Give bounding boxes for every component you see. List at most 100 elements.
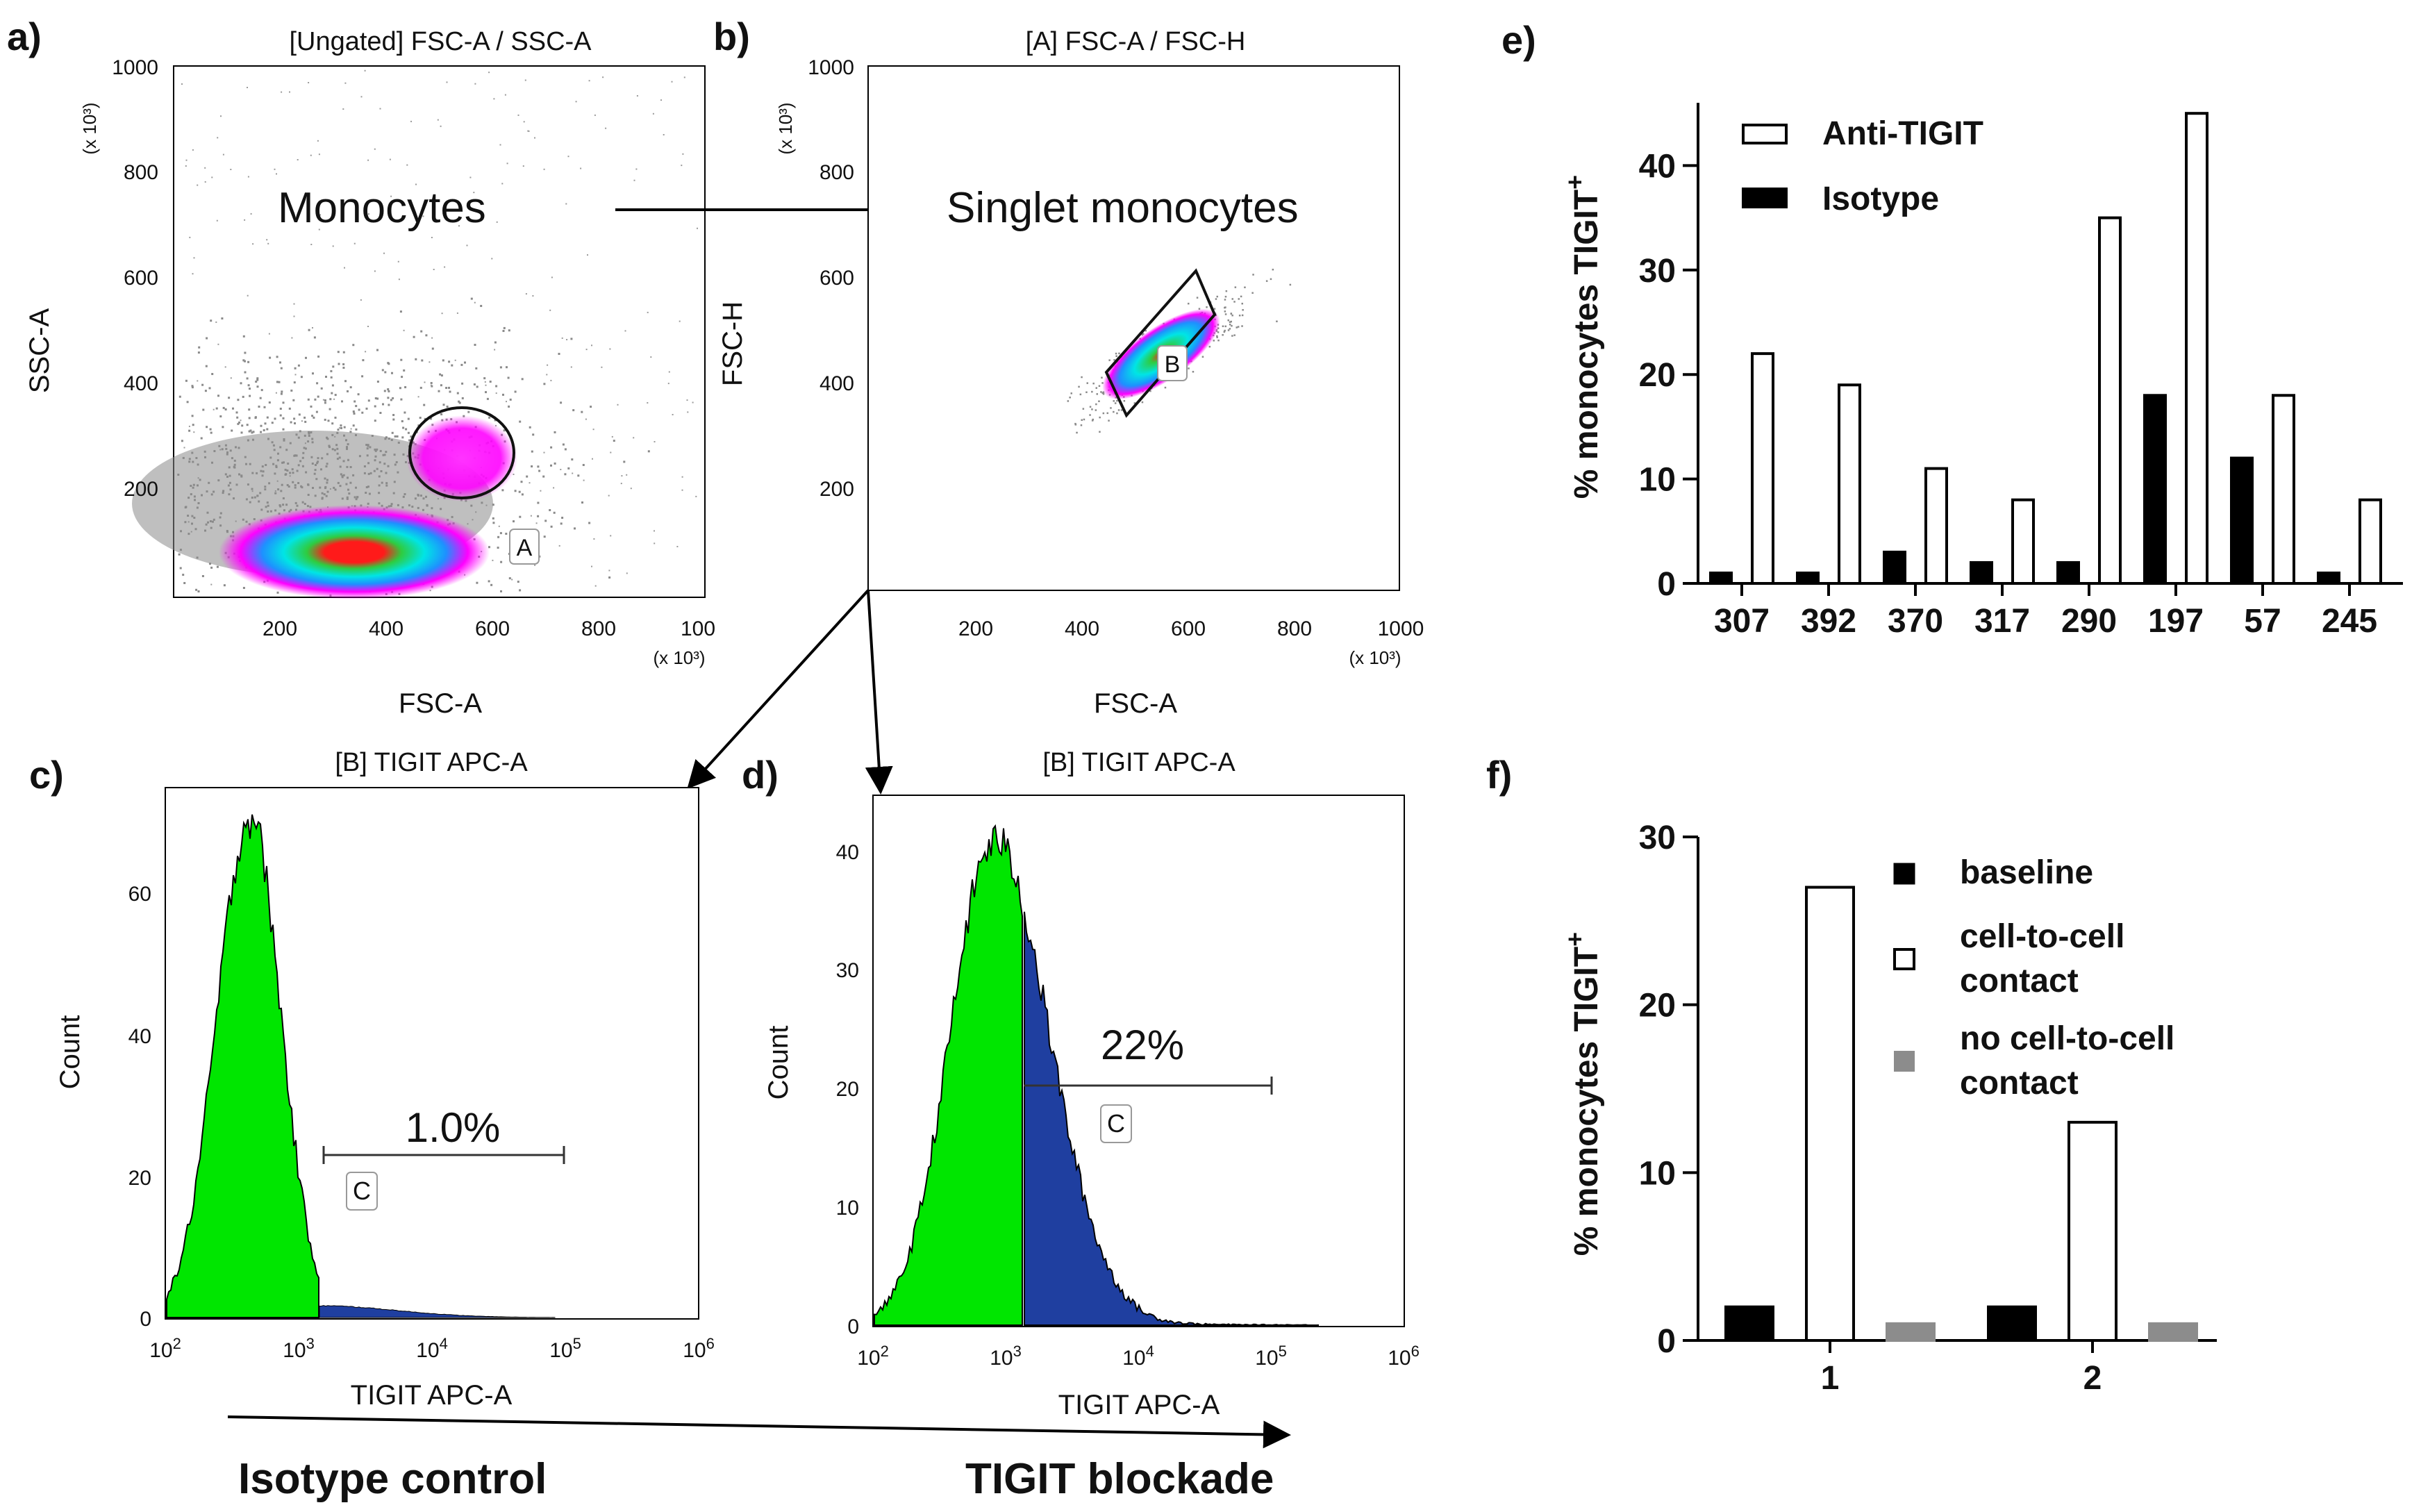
scatter-event [532, 295, 534, 297]
scatter-event [535, 522, 538, 524]
scatter-event [282, 417, 285, 419]
panel-f-ylabel-main: % monocytes TIGIT [1568, 947, 1605, 1256]
panel-c: c) [B] TIGIT APC-A 1.0% C 0 20 40 60 102… [29, 748, 715, 1411]
scatter-event [543, 383, 546, 385]
scatter-event [282, 401, 285, 404]
scatter-event [1252, 274, 1254, 276]
legend-label-baseline: baseline [1960, 854, 2093, 891]
scatter-event [581, 410, 583, 413]
panel-d-y-tick: 10 [836, 1197, 859, 1220]
scatter-event [1079, 393, 1082, 396]
x-tick-label: 57 [2244, 603, 2281, 640]
scatter-event [1092, 418, 1094, 421]
scatter-event [553, 487, 555, 489]
scatter-event [1222, 334, 1224, 336]
scatter-event [240, 419, 242, 422]
scatter-event [571, 458, 574, 460]
scatter-event [362, 359, 365, 362]
scatter-event [560, 401, 563, 404]
scatter-event [1092, 382, 1095, 385]
scatter-event [522, 165, 524, 167]
scatter-event [542, 475, 545, 478]
scatter-event [521, 493, 524, 496]
scatter-event [192, 149, 194, 151]
scatter-event [208, 387, 211, 390]
scatter-event [508, 577, 511, 580]
scatter-event [1120, 409, 1123, 411]
panel-c-title: [B] TIGIT APC-A [335, 748, 528, 777]
panel-b-letter: b) [713, 15, 750, 58]
panel-c-x-tick-exp: 5 [573, 1335, 581, 1352]
scatter-event [492, 559, 494, 561]
scatter-event [297, 159, 299, 160]
scatter-event [191, 415, 194, 417]
y-tick-label: 10 [1639, 1155, 1676, 1192]
scatter-event [519, 420, 522, 423]
panel-e-xlabels: 307 392 370 317 290 197 57 245 [1714, 583, 2377, 640]
scatter-event [252, 431, 255, 433]
scatter-event [672, 414, 674, 415]
scatter-event [497, 547, 499, 549]
panel-b-x-tick: 200 [958, 617, 993, 640]
scatter-event [1116, 399, 1118, 402]
panel-b-y-tick: 600 [820, 267, 854, 290]
scatter-event [247, 87, 248, 88]
scatter-event [360, 299, 362, 301]
scatter-event [266, 239, 268, 241]
scatter-event [1231, 298, 1233, 300]
panel-b-x-tick: 400 [1065, 617, 1099, 640]
scatter-event [1244, 286, 1246, 288]
scatter-event [501, 489, 504, 492]
panel-a-y-scale: (x 10³) [79, 102, 100, 154]
scatter-event [1083, 418, 1085, 421]
legend-label-contact-line1: cell-to-cell [1960, 918, 2124, 955]
scatter-event [488, 580, 490, 583]
scatter-event [695, 495, 697, 497]
panel-c-gate-box [346, 1172, 378, 1211]
scatter-event [1110, 407, 1112, 409]
panel-c-histogram-tail [319, 1305, 556, 1318]
scatter-event [554, 462, 556, 465]
scatter-event [514, 490, 517, 492]
scatter-event [1086, 382, 1088, 384]
scatter-event [1231, 335, 1233, 337]
scatter-event [667, 383, 669, 385]
bar-isotype-317 [1970, 560, 1993, 585]
scatter-event [429, 361, 431, 363]
scatter-event [530, 515, 532, 517]
scatter-event [440, 125, 442, 127]
scatter-event [1113, 410, 1115, 413]
gate-b-box [1157, 345, 1188, 381]
scatter-event [374, 405, 376, 408]
scatter-event [440, 413, 443, 415]
arrow-singlets-to-isotype [687, 589, 870, 789]
monocyte-gate [408, 406, 515, 499]
scatter-event [500, 590, 502, 592]
panel-d-ylabel: Count [763, 1026, 794, 1100]
bar-isotype-370 [1883, 550, 1906, 585]
panel-b-y-tick: 400 [820, 372, 854, 395]
panel-b-y-scale: (x 10³) [775, 102, 796, 154]
scatter-event [1230, 313, 1233, 315]
scatter-event [505, 533, 508, 535]
scatter-event [1099, 431, 1101, 433]
scatter-event [276, 173, 277, 175]
scatter-event [392, 418, 395, 421]
scatter-event [474, 344, 476, 346]
scatter-event [605, 127, 607, 129]
scatter-event [506, 163, 508, 165]
scatter-event [449, 390, 451, 393]
scatter-event [352, 344, 355, 347]
scatter-event [294, 367, 297, 369]
scatter-event [467, 410, 470, 413]
scatter-event [1085, 391, 1088, 393]
scatter-event [297, 364, 300, 367]
scatter-event [1241, 302, 1243, 305]
panel-d-x-tick-base: 10 [1388, 1347, 1411, 1370]
scatter-event [1216, 336, 1218, 338]
tigit-blockade-label: TIGIT blockade [965, 1455, 1274, 1503]
panel-c-x-tick-exp: 4 [440, 1335, 448, 1352]
scatter-event [423, 404, 426, 406]
panel-a-x-tick: 200 [263, 617, 297, 640]
scatter-event [197, 380, 199, 382]
